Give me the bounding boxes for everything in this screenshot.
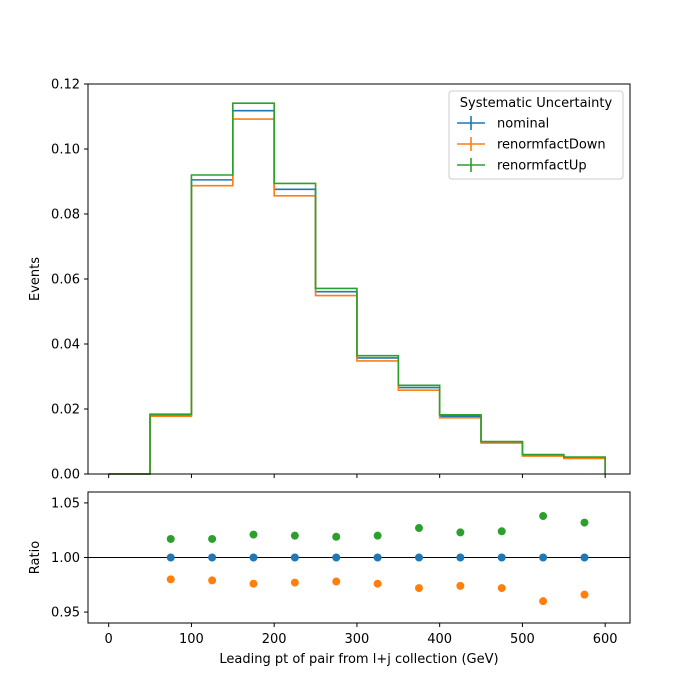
ratio-point-renormfactup [497, 527, 506, 536]
ratio-point-renormfactdown [208, 576, 217, 585]
ratio-point-renormfactdown [373, 579, 382, 588]
ratio-point-renormfactdown [332, 577, 341, 586]
main-histogram-lines [108, 102, 606, 475]
ratio-point-renormfactup [208, 534, 217, 543]
ratio-point-nominal [414, 553, 423, 562]
ratio-point-renormfactup [373, 531, 382, 540]
main-y-tick-label: 0.08 [51, 208, 80, 223]
ratio-x-ticks: 0 100 200 300 400 500 600 [105, 623, 618, 647]
ratio-point-renormfactup [580, 518, 589, 527]
ratio-point-nominal [290, 553, 299, 562]
x-tick-label: 0 [105, 632, 113, 647]
ratio-point-renormfactup [290, 531, 299, 540]
ratio-point-nominal [332, 553, 341, 562]
ratio-point-nominal [208, 553, 217, 562]
x-tick-label: 100 [179, 632, 204, 647]
legend-label-renormfactdown: renormfactDown [497, 138, 606, 153]
legend: Systematic Uncertainty nominal renormfact… [448, 90, 624, 180]
ratio-point-renormfactup [332, 532, 341, 541]
main-y-tick-label: 0.02 [51, 403, 80, 418]
x-tick-label: 600 [593, 632, 618, 647]
ratio-point-renormfactup [539, 512, 548, 521]
ratio-point-nominal [249, 553, 258, 562]
ratio-point-renormfactdown [580, 590, 589, 599]
ratio-point-renormfactdown [539, 597, 548, 606]
x-tick-label: 400 [427, 632, 452, 647]
legend-items: nominal renormfactDown renormfactUp [457, 116, 606, 174]
main-y-tick-label: 0.00 [51, 468, 80, 483]
ratio-point-nominal [456, 553, 465, 562]
main-y-tick-label: 0.12 [51, 78, 80, 93]
legend-label-renormfactup: renormfactUp [497, 159, 587, 174]
x-axis-label: Leading pt of pair from l+j collection (… [219, 652, 498, 667]
ratio-point-renormfactdown [497, 584, 506, 593]
ratio-point-nominal [539, 553, 548, 562]
legend-box [448, 90, 624, 180]
ratio-point-nominal [166, 553, 175, 562]
main-x-ticks [108, 474, 606, 478]
ratio-point-renormfactdown [166, 575, 175, 584]
ratio-point-nominal [373, 553, 382, 562]
ratio-point-renormfactdown [290, 578, 299, 587]
main-y-tick-label: 0.04 [51, 338, 80, 353]
ratio-y-tick-label: 1.05 [51, 496, 80, 511]
ratio-y-axis-label: Ratio [28, 541, 43, 574]
ratio-point-renormfactdown [456, 581, 465, 590]
ratio-point-renormfactup [166, 534, 175, 543]
ratio-points [166, 512, 589, 606]
ratio-point-renormfactdown [414, 584, 423, 593]
main-y-tick-label: 0.06 [51, 273, 80, 288]
series-line-renormfactup [108, 102, 606, 475]
x-tick-label: 500 [510, 632, 535, 647]
ratio-y-ticks: 0.95 1.00 1.05 [51, 496, 88, 621]
legend-label-nominal: nominal [497, 117, 549, 132]
ratio-point-renormfactdown [249, 579, 258, 588]
ratio-point-nominal [580, 553, 589, 562]
x-tick-label: 300 [345, 632, 370, 647]
main-y-tick-label: 0.10 [51, 143, 80, 158]
ratio-point-renormfactup [456, 528, 465, 537]
ratio-panel: 0 100 200 300 400 500 600 0.95 1.00 1.05 Ratio L… [28, 491, 631, 667]
main-panel: 0.00 0.02 0.04 0.06 0.08 0.10 0.12 Events Syst… [28, 78, 631, 483]
legend-title: Systematic Uncertainty [460, 96, 613, 111]
main-y-ticks: 0.00 0.02 0.04 0.06 0.08 0.10 0.12 [51, 78, 88, 483]
main-y-axis-label: Events [28, 257, 43, 301]
ratio-point-nominal [497, 553, 506, 562]
x-tick-label: 200 [262, 632, 287, 647]
ratio-point-renormfactup [414, 524, 423, 533]
ratio-y-tick-label: 0.95 [51, 606, 80, 621]
ratio-point-renormfactup [249, 530, 258, 539]
ratio-y-tick-label: 1.00 [51, 551, 80, 566]
